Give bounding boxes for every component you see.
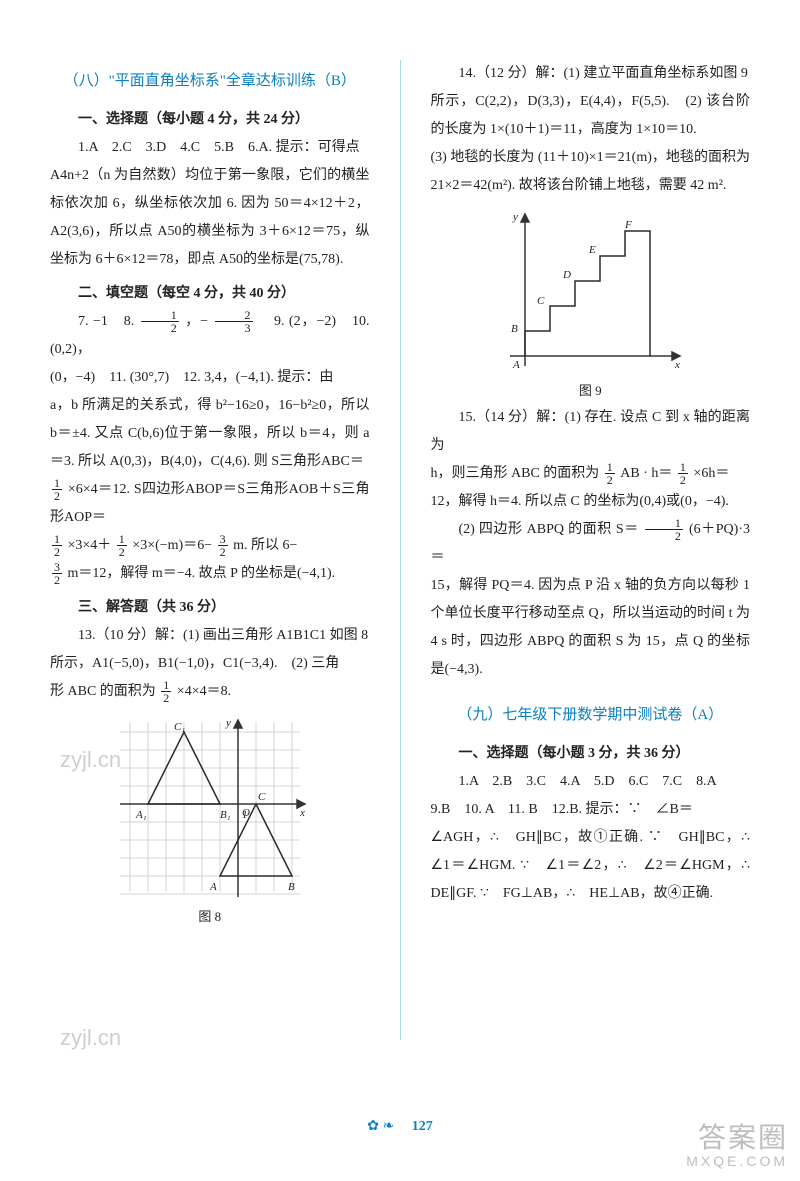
watermark-2: zyjl.cn bbox=[60, 1016, 121, 1060]
svg-text:x: x bbox=[299, 807, 305, 819]
figure-9-label: 图 9 bbox=[431, 378, 751, 404]
section-1-header: 一、选择题（每小题 4 分，共 24 分） bbox=[50, 106, 370, 134]
s1-explain: A4n+2（n 为自然数）均位于第一象限，它们的横坐标依次加 6，纵坐标依次加 … bbox=[50, 162, 370, 274]
q13-c: 形 ABC 的面积为 12 ×4×4＝8. bbox=[50, 678, 370, 706]
svg-text:C: C bbox=[537, 295, 545, 307]
svg-text:F: F bbox=[624, 219, 632, 231]
s2-line1: 7. −1 8. 12 ，− 23 9. (2，−2) 10. (0,2)， bbox=[50, 308, 370, 364]
frac-1-2-c: 12 bbox=[50, 533, 64, 558]
page-footer: ✿ ❧ 127 bbox=[0, 1115, 800, 1135]
svg-text:B: B bbox=[288, 881, 295, 893]
corner-watermark-big: 答案圈 bbox=[686, 1123, 788, 1154]
q13-a: 13.（10 分）解：(1) 画出三角形 A1B1C1 如图 8 bbox=[50, 622, 370, 650]
frac-1-2-e: 12 bbox=[159, 679, 173, 704]
left-column: （八）"平面直角坐标系"全章达标训练（B） 一、选择题（每小题 4 分，共 24… bbox=[50, 60, 370, 1040]
section-2-header: 二、填空题（每空 4 分，共 40 分） bbox=[50, 280, 370, 308]
figure-8-svg: O x y A B C A₁ B₁ C₁ 1 bbox=[110, 712, 310, 902]
figure-8-label: 图 8 bbox=[50, 904, 370, 930]
q15-b: h，则三角形 ABC 的面积为 12 AB · h＝ 12 ×6h＝ bbox=[431, 460, 751, 488]
frac-3-2-a: 32 bbox=[216, 533, 230, 558]
q14-c: (3) 地毯的长度为 (11＋10)×1＝21(m)，地毯的面积为 21×2＝4… bbox=[431, 144, 751, 200]
frac-1-2-d: 12 bbox=[115, 533, 129, 558]
q15-a: 15.（14 分）解：(1) 存在. 设点 C 到 x 轴的距离为 bbox=[431, 404, 751, 460]
s91-text: ∠AGH，∴ GH∥BC，故①正确. ∵ GH∥BC，∴ ∠1＝∠HGM. ∵ … bbox=[431, 824, 751, 908]
frac-1-2-h: 12 bbox=[643, 517, 685, 542]
svg-text:y: y bbox=[512, 211, 518, 223]
page: （八）"平面直角坐标系"全章达标训练（B） 一、选择题（每小题 4 分，共 24… bbox=[0, 0, 800, 1181]
q14-a: 14.（12 分）解：(1) 建立平面直角坐标系如图 9 bbox=[431, 60, 751, 88]
s91-header: 一、选择题（每小题 3 分，共 36 分） bbox=[431, 740, 751, 768]
svg-text:1: 1 bbox=[242, 809, 248, 821]
frac-3-2-b: 32 bbox=[50, 561, 64, 586]
svg-text:D: D bbox=[562, 269, 571, 281]
corner-watermark: 答案圈 MXQE.COM bbox=[686, 1123, 788, 1169]
s2-text3: 12 ×3×4＋ 12 ×3×(−m)＝6− 32 m. 所以 6− bbox=[50, 532, 370, 560]
q14-b: 所示，C(2,2)，D(3,3)，E(4,4)，F(5,5). (2) 该台阶的… bbox=[431, 88, 751, 144]
section-3-header: 三、解答题（共 36 分） bbox=[50, 594, 370, 622]
svg-text:x: x bbox=[674, 359, 680, 371]
corner-watermark-small: MXQE.COM bbox=[686, 1154, 788, 1169]
page-number: 127 bbox=[412, 1119, 433, 1134]
q13-b: 所示，A1(−5,0)，B1(−1,0)，C1(−3,4). (2) 三角 bbox=[50, 650, 370, 678]
figure-8: O x y A B C A₁ B₁ C₁ 1 图 8 bbox=[50, 712, 370, 930]
svg-text:B₁: B₁ bbox=[220, 809, 231, 821]
column-separator bbox=[400, 60, 401, 1040]
s1-answer-line: 1.A 2.C 3.D 4.C 5.B 6.A. 提示：可得点 bbox=[78, 140, 360, 155]
frac-1-2-f: 12 bbox=[603, 461, 617, 486]
svg-text:B: B bbox=[511, 323, 518, 335]
svg-text:y: y bbox=[225, 717, 231, 729]
svg-text:A: A bbox=[512, 359, 520, 371]
footer-deco-icon: ✿ ❧ bbox=[367, 1119, 408, 1134]
figure-9: A B C D E F x y 图 9 bbox=[431, 206, 751, 404]
q15-c: 12，解得 h＝4. 所以点 C 的坐标为(0,4)或(0，−4). bbox=[431, 488, 751, 516]
q15-e: 15，解得 PQ＝4. 因为点 P 沿 x 轴的负方向以每秒 1 个单位长度平行… bbox=[431, 572, 751, 684]
s2-line2: (0，−4) 11. (30°,7) 12. 3,4，(−4,1). 提示：由 bbox=[50, 364, 370, 392]
two-column-layout: （八）"平面直角坐标系"全章达标训练（B） 一、选择题（每小题 4 分，共 24… bbox=[50, 60, 750, 1040]
svg-text:C₁: C₁ bbox=[174, 721, 185, 733]
frac-1-2-g: 12 bbox=[676, 461, 690, 486]
s2-text4: 32 m＝12，解得 m＝−4. 故点 P 的坐标是(−4,1). bbox=[50, 560, 370, 588]
section-8-title: （八）"平面直角坐标系"全章达标训练（B） bbox=[50, 66, 370, 96]
frac-1-2-a: 12 bbox=[139, 309, 181, 334]
svg-text:A: A bbox=[209, 881, 217, 893]
q15-d: (2) 四边形 ABPQ 的面积 S＝ 12 (6＋PQ)·3＝ bbox=[431, 516, 751, 572]
svg-text:A₁: A₁ bbox=[135, 809, 147, 821]
s1-answers: 1.A 2.C 3.D 4.C 5.B 6.A. 提示：可得点 bbox=[50, 134, 370, 162]
right-column: 14.（12 分）解：(1) 建立平面直角坐标系如图 9 所示，C(2,2)，D… bbox=[431, 60, 751, 1040]
s91-answers2: 9.B 10. A 11. B 12.B. 提示：∵ ∠B＝ bbox=[431, 796, 751, 824]
svg-text:E: E bbox=[588, 244, 596, 256]
s91-answers1: 1.A 2.B 3.C 4.A 5.D 6.C 7.C 8.A bbox=[431, 768, 751, 796]
frac-1-2-b: 12 bbox=[50, 477, 64, 502]
s2-text2: 12 ×6×4＝12. S四边形ABOP＝S三角形AOB＋S三角形AOP＝ bbox=[50, 476, 370, 532]
frac-2-3: 23 bbox=[213, 309, 255, 334]
svg-text:C: C bbox=[258, 791, 266, 803]
figure-9-svg: A B C D E F x y bbox=[495, 206, 685, 376]
section-9-title: （九）七年级下册数学期中测试卷（A） bbox=[431, 700, 751, 730]
s2-text: a，b 所满足的关系式，得 b²−16≥0，16−b²≥0，所以 b＝±4. 又… bbox=[50, 392, 370, 476]
